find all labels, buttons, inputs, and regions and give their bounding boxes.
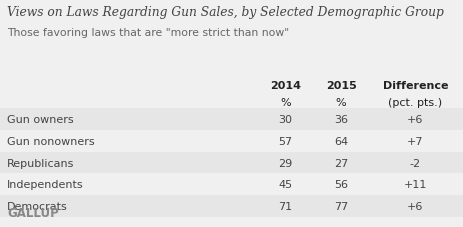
Bar xyxy=(0,152,463,174)
Text: +6: +6 xyxy=(406,201,423,211)
Text: Gun nonowners: Gun nonowners xyxy=(7,136,94,146)
Text: 30: 30 xyxy=(278,115,292,125)
Text: Those favoring laws that are "more strict than now": Those favoring laws that are "more stric… xyxy=(7,28,288,38)
Bar xyxy=(0,109,463,131)
Text: Republicans: Republicans xyxy=(7,158,74,168)
Text: +6: +6 xyxy=(406,115,423,125)
Text: %: % xyxy=(280,98,290,108)
Text: %: % xyxy=(335,98,345,108)
Text: 2014: 2014 xyxy=(269,81,300,91)
Text: Views on Laws Regarding Gun Sales, by Selected Demographic Group: Views on Laws Regarding Gun Sales, by Se… xyxy=(7,6,443,19)
Bar xyxy=(0,174,463,195)
Text: 27: 27 xyxy=(333,158,347,168)
Text: 64: 64 xyxy=(333,136,347,146)
Text: +11: +11 xyxy=(403,180,426,189)
Text: Independents: Independents xyxy=(7,180,83,189)
Text: -2: -2 xyxy=(409,158,420,168)
Text: 57: 57 xyxy=(278,136,292,146)
Text: Democrats: Democrats xyxy=(7,201,68,211)
Text: 36: 36 xyxy=(333,115,347,125)
Text: Gun owners: Gun owners xyxy=(7,115,74,125)
Text: +7: +7 xyxy=(406,136,423,146)
Text: GALLUP: GALLUP xyxy=(7,206,59,219)
Bar xyxy=(0,131,463,152)
Text: 56: 56 xyxy=(333,180,347,189)
Text: 71: 71 xyxy=(278,201,292,211)
Text: Difference: Difference xyxy=(382,81,447,91)
Text: 77: 77 xyxy=(333,201,347,211)
Text: 29: 29 xyxy=(278,158,292,168)
Text: (pct. pts.): (pct. pts.) xyxy=(388,98,441,108)
Text: 2015: 2015 xyxy=(325,81,356,91)
Bar xyxy=(0,195,463,217)
Text: 45: 45 xyxy=(278,180,292,189)
